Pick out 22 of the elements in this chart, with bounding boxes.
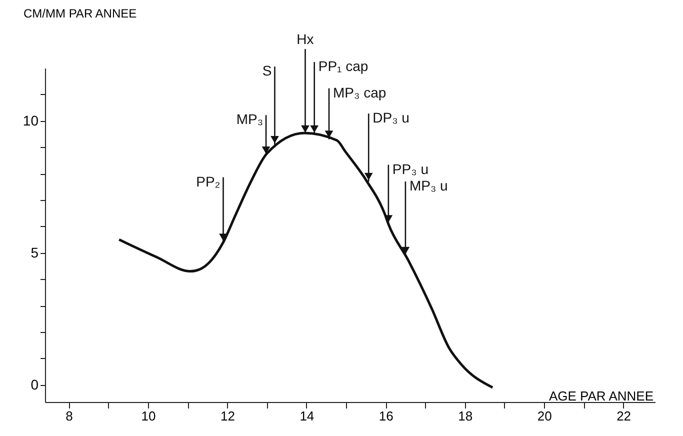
annotation: Hx: [296, 31, 314, 48]
annotation: PP₂: [196, 173, 220, 190]
x-tick-label: 10: [141, 408, 156, 424]
annotation: PP₁ cap: [318, 58, 368, 74]
annotation: PP₃ u: [392, 160, 428, 177]
x-tick-label: 20: [537, 408, 552, 424]
annotation: S: [262, 62, 272, 79]
x-tick-label: 8: [66, 408, 73, 424]
annotation: MP₃ u: [409, 177, 448, 194]
x-tick-label: 18: [458, 408, 473, 424]
x-tick-label: 22: [616, 408, 632, 424]
x-tick-label: 12: [220, 408, 235, 424]
y-tick-label: 10: [22, 112, 39, 128]
annotation: MP₃: [236, 111, 264, 128]
y-tick-label: 0: [30, 376, 39, 392]
annotation: DP₃ u: [372, 110, 410, 126]
x-axis-title: AGE PAR ANNEE: [548, 388, 654, 404]
x-tick-label: 14: [300, 408, 314, 424]
y-axis-title: CM/MM PAR ANNEE: [24, 6, 137, 20]
x-tick-label: 16: [378, 408, 394, 424]
y-tick-label: 5: [30, 244, 39, 260]
annotation: MP₃ cap: [333, 84, 386, 100]
